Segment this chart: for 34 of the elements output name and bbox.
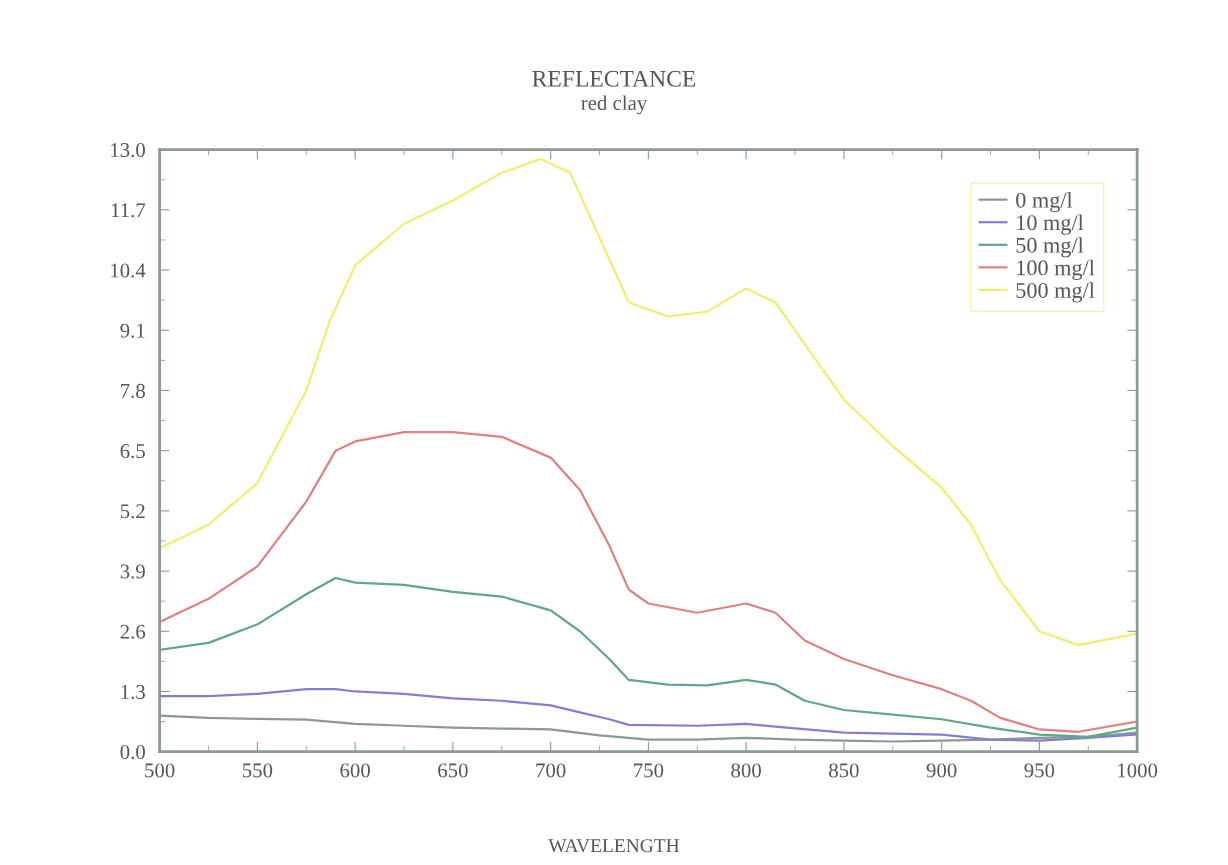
legend-label: 500 mg/l [1016,282,1095,303]
x-tick-label: 850 [829,763,859,778]
x-tick-label: 800 [731,763,761,778]
y-tick-label: 13.0 [111,143,145,158]
y-tick-label: 7.8 [121,383,145,398]
x-tick-label: 750 [634,763,664,778]
x-axis-title: WAVELENGTH [548,839,680,853]
y-tick-label: 6.5 [120,444,145,459]
legend-label: 100 mg/l [1017,259,1095,280]
x-tick-label: 600 [340,763,370,778]
chart-title: REFLECTANCE [532,70,696,87]
line-series [159,157,1138,647]
x-tick-label: 500 [145,763,175,778]
y-tick-label: 3.9 [120,564,145,579]
y-tick-label: 0.0 [120,745,145,760]
x-tick-label: 900 [926,763,957,778]
x-tick-label: 950 [1024,763,1055,778]
y-tick-label: 11.7 [111,203,146,218]
line-series [159,576,1138,738]
y-tick-label: 9.1 [120,323,145,338]
y-tick-label: 1.3 [121,684,145,700]
y-tick-label: 10.4 [111,263,146,278]
x-tick-label: 700 [536,763,566,778]
x-tick-label: 650 [438,763,468,778]
legend-label: 0 mg/l [1016,192,1073,213]
y-tick-label: 5.2 [120,504,145,519]
y-tick-label: 2.6 [120,624,146,639]
line-series [159,688,1138,742]
x-tick-label: 1000 [1118,763,1158,778]
line-series [159,431,1138,733]
x-tick-label: 550 [242,763,273,778]
legend-label: 50 mg/l [1016,237,1084,258]
chart-subtitle: red clay [581,95,648,115]
legend-label: 10 mg/l [1017,214,1084,235]
